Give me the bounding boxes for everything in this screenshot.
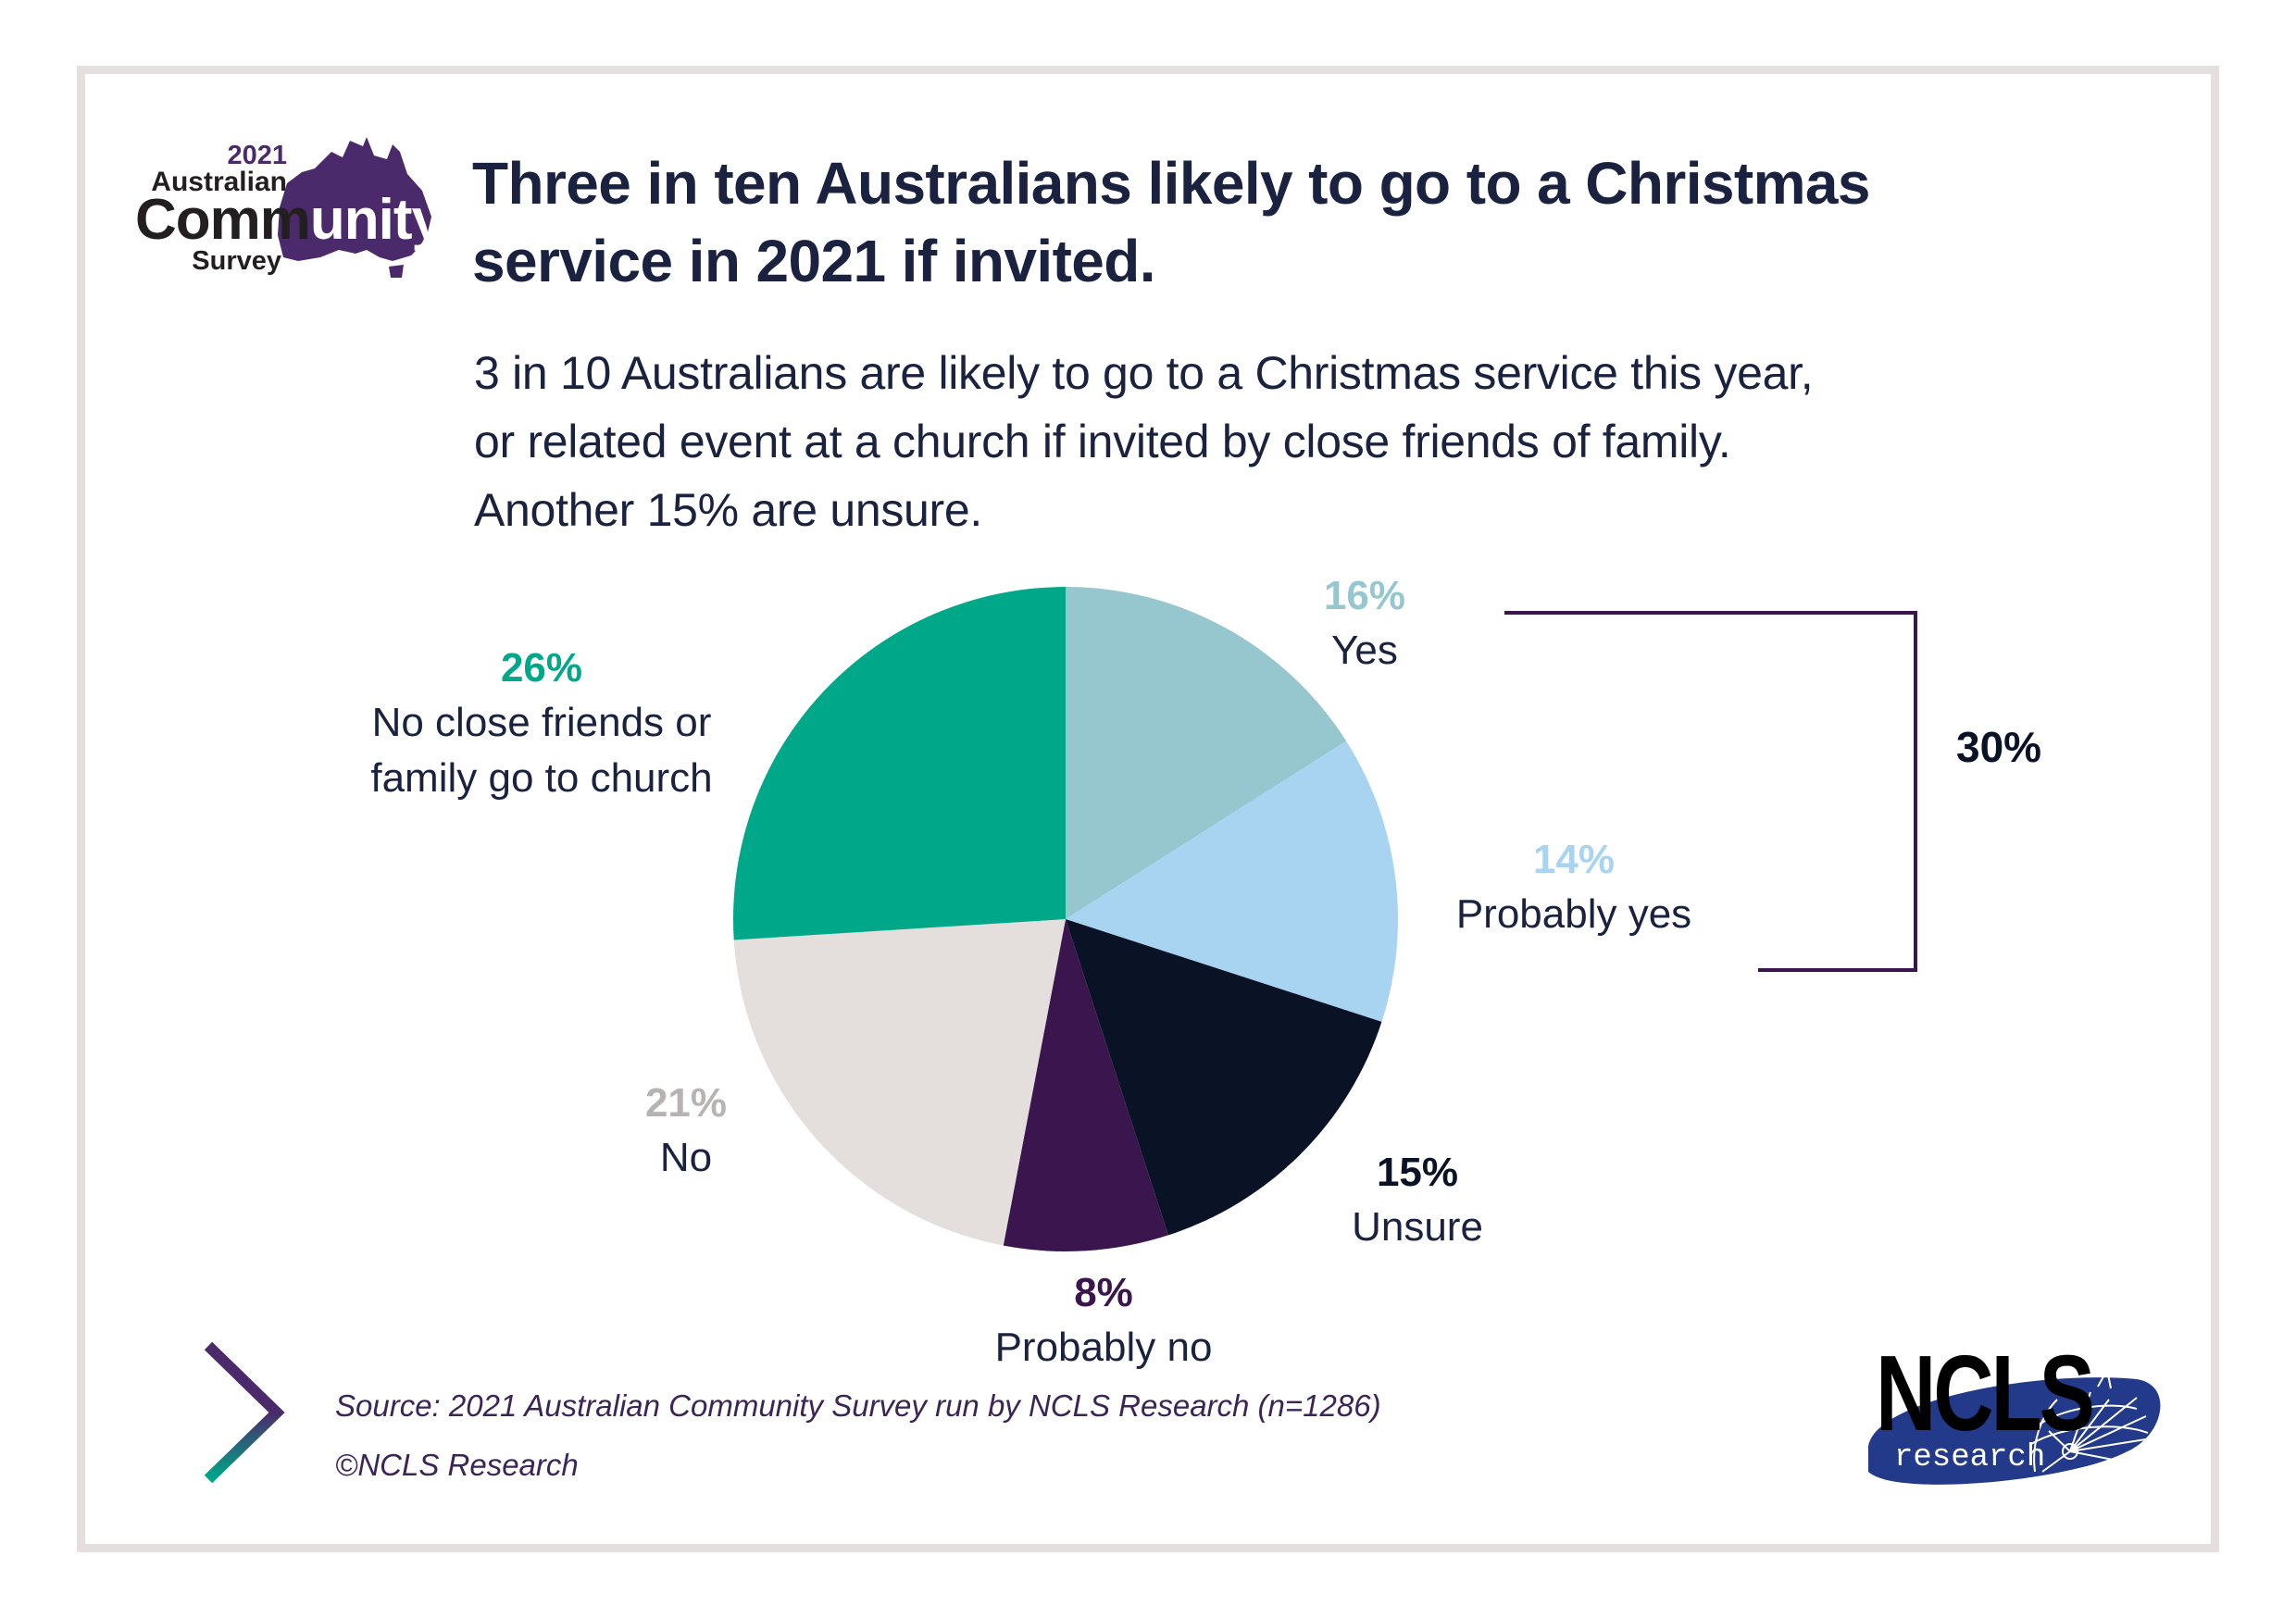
pie-slice-probably-no [1003, 919, 1168, 1251]
bracket-30-percent [1504, 611, 1917, 972]
slice-value-label: 26% [500, 645, 583, 691]
slice-label-yes: 16% Yes [1324, 569, 1405, 678]
slice-label-no-close-friends: 26% No close friends or family go to chu… [370, 641, 712, 806]
logo-community-light: unity [309, 188, 443, 252]
pie-slice-no [733, 919, 1066, 1246]
slice-category-label: No [659, 1135, 713, 1180]
ncls-research-wordmark: research [1894, 1440, 2046, 1475]
slice-value-label: 14% [1532, 837, 1616, 882]
slice-value-label: 15% [1376, 1150, 1459, 1195]
pie-slice-unsure [1066, 919, 1382, 1236]
slice-label-no: 21% No [645, 1077, 727, 1186]
logo-community-dark: Comm [135, 188, 311, 252]
slice-label-probably-yes: 14% Probably yes [1456, 833, 1691, 942]
chart-subtitle: 3 in 10 Australians are likely to go to … [474, 339, 2233, 544]
copyright-note: ©NCLS Research [335, 1448, 579, 1482]
source-note: Source: 2021 Australian Community Survey… [335, 1388, 1381, 1423]
slice-category-label: Probably yes [1455, 891, 1692, 937]
subtitle-line: or related event at a church if invited … [474, 416, 1731, 467]
bracket-total-label: 30% [1956, 723, 2042, 771]
slice-category-label: Yes [1331, 628, 1398, 673]
logo-year: 2021 [227, 141, 287, 170]
slice-category-label: family go to church [370, 755, 713, 801]
chart-title-line: service in 2021 if invited. [472, 228, 1156, 294]
logo-survey: Survey [192, 246, 281, 276]
pie-slice-probably-yes [1066, 741, 1398, 1022]
chart-title: Three in ten Australians likely to go to… [472, 144, 2231, 300]
australia-map-icon [278, 137, 431, 278]
slice-category-label: No close friends or [371, 700, 712, 745]
chart-title-line: Three in ten Australians likely to go to… [472, 150, 1871, 217]
pie-slice-no-close-friends-or-family-go-to-church [733, 587, 1066, 940]
ncls-research-logo: NCLS research [1859, 1333, 2165, 1495]
ncls-globe-icon [1868, 1367, 2161, 1485]
slice-label-unsure: 15% Unsure [1352, 1146, 1483, 1255]
subtitle-line: Another 15% are unsure. [474, 484, 983, 536]
slice-category-label: Probably no [994, 1325, 1213, 1370]
logo-community: Community [135, 187, 443, 253]
australian-community-survey-logo: 2021 Australian Community Survey [130, 130, 443, 287]
chevron-right-icon [204, 1341, 285, 1484]
logo-australian: Australian [151, 167, 287, 197]
pie-slice-yes [1066, 587, 1347, 919]
pie-slices [733, 587, 1398, 1251]
ncls-wordmark: NCLS [1876, 1333, 2095, 1453]
slice-value-label: 21% [644, 1080, 728, 1126]
slice-label-probably-no: 8% Probably no [995, 1266, 1213, 1375]
slice-value-label: 16% [1323, 573, 1406, 618]
slice-value-label: 8% [1074, 1270, 1133, 1315]
slice-category-label: Unsure [1352, 1204, 1483, 1250]
subtitle-line: 3 in 10 Australians are likely to go to … [474, 347, 1814, 399]
